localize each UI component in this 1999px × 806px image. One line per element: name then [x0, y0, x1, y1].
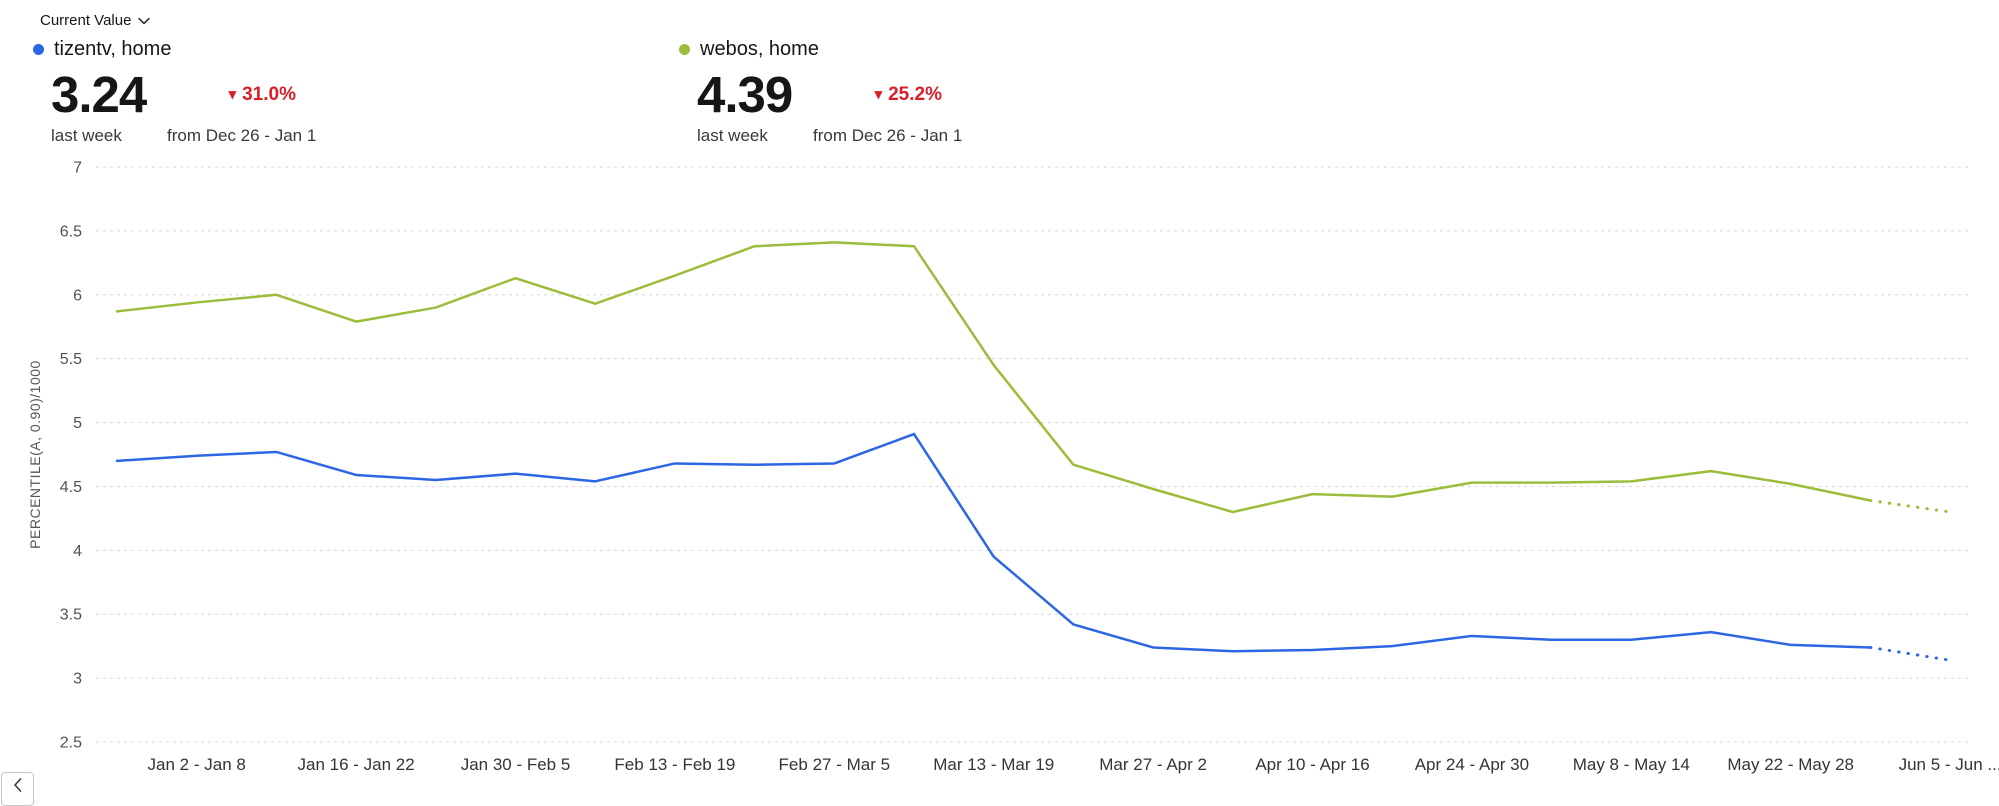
- change-caption: from Dec 26 - Jan 1: [167, 126, 317, 145]
- y-tick-label: 4.5: [60, 479, 82, 496]
- y-tick-label: 5.5: [60, 351, 82, 368]
- current-value: 3.24: [51, 66, 147, 123]
- series-line-webos: [115, 241, 1872, 514]
- x-tick-label: Jan 2 - Jan 8: [148, 755, 246, 774]
- legend-label: webos, home: [700, 38, 819, 60]
- down-triangle-icon: ▾: [874, 86, 883, 103]
- legend-dot-icon: [33, 44, 44, 55]
- y-axis-title: PERCENTILE(A, 0.90)/1000: [27, 360, 43, 549]
- series-line-tizentv: [115, 432, 1872, 653]
- x-tick-label: May 8 - May 14: [1573, 755, 1690, 774]
- metric-dropdown[interactable]: Current Value: [40, 10, 151, 31]
- current-value: 4.39: [697, 66, 793, 123]
- y-tick-label: 6.5: [60, 223, 82, 240]
- value-caption: last week: [51, 126, 122, 145]
- chevron-left-icon: [14, 778, 22, 792]
- change-percent: 25.2%: [888, 83, 942, 105]
- widget-topbar: Current Value: [40, 10, 151, 31]
- caption-row: last week from Dec 26 - Jan 1: [51, 126, 316, 146]
- series-forecast-dots-webos: [1868, 499, 1952, 514]
- x-tick-label: May 22 - May 28: [1727, 755, 1854, 774]
- value-caption: last week: [697, 126, 768, 145]
- change-badge: ▾ 31.0%: [229, 84, 317, 106]
- legend-label: tizentv, home: [54, 38, 172, 60]
- down-triangle-icon: ▾: [228, 86, 237, 103]
- y-tick-label: 3.5: [60, 607, 82, 624]
- series-card-webos: webos, home 4.39 ▾ 25.2% last week from …: [679, 38, 962, 146]
- y-tick-label: 7: [73, 160, 82, 177]
- x-tick-label: Feb 27 - Mar 5: [779, 755, 891, 774]
- metric-dropdown-label: Current Value: [40, 12, 132, 29]
- legend-item-webos[interactable]: webos, home: [679, 38, 962, 61]
- change-badge: ▾ 25.2%: [875, 84, 963, 106]
- y-tick-label: 6: [73, 287, 82, 304]
- x-tick-label: Feb 13 - Feb 19: [614, 755, 735, 774]
- scroll-left-button[interactable]: [1, 772, 34, 806]
- legend-dot-icon: [679, 44, 690, 55]
- x-tick-label: Apr 10 - Apr 16: [1255, 755, 1369, 774]
- chevron-down-icon: [138, 17, 151, 24]
- y-tick-label: 3: [73, 671, 82, 688]
- value-row: 4.39 ▾ 25.2%: [697, 69, 962, 120]
- x-tick-label: Mar 13 - Mar 19: [933, 755, 1054, 774]
- x-tick-label: Mar 27 - Apr 2: [1099, 755, 1207, 774]
- change-caption: from Dec 26 - Jan 1: [813, 126, 963, 145]
- caption-row: last week from Dec 26 - Jan 1: [697, 126, 962, 146]
- x-tick-label: Apr 24 - Apr 30: [1415, 755, 1529, 774]
- value-row: 3.24 ▾ 31.0%: [51, 69, 316, 120]
- x-tick-label: Jan 16 - Jan 22: [297, 755, 414, 774]
- y-tick-label: 4: [73, 543, 82, 560]
- series-card-tizentv: tizentv, home 3.24 ▾ 31.0% last week fro…: [33, 38, 316, 146]
- x-tick-label: Jan 30 - Feb 5: [461, 755, 571, 774]
- legend-item-tizentv[interactable]: tizentv, home: [33, 38, 316, 61]
- y-tick-label: 2.5: [60, 735, 82, 752]
- series-forecast-dots-tizentv: [1868, 645, 1952, 662]
- y-tick-label: 5: [73, 415, 82, 432]
- x-tick-label: Jun 5 - Jun ...: [1899, 755, 1999, 774]
- change-percent: 31.0%: [242, 83, 296, 105]
